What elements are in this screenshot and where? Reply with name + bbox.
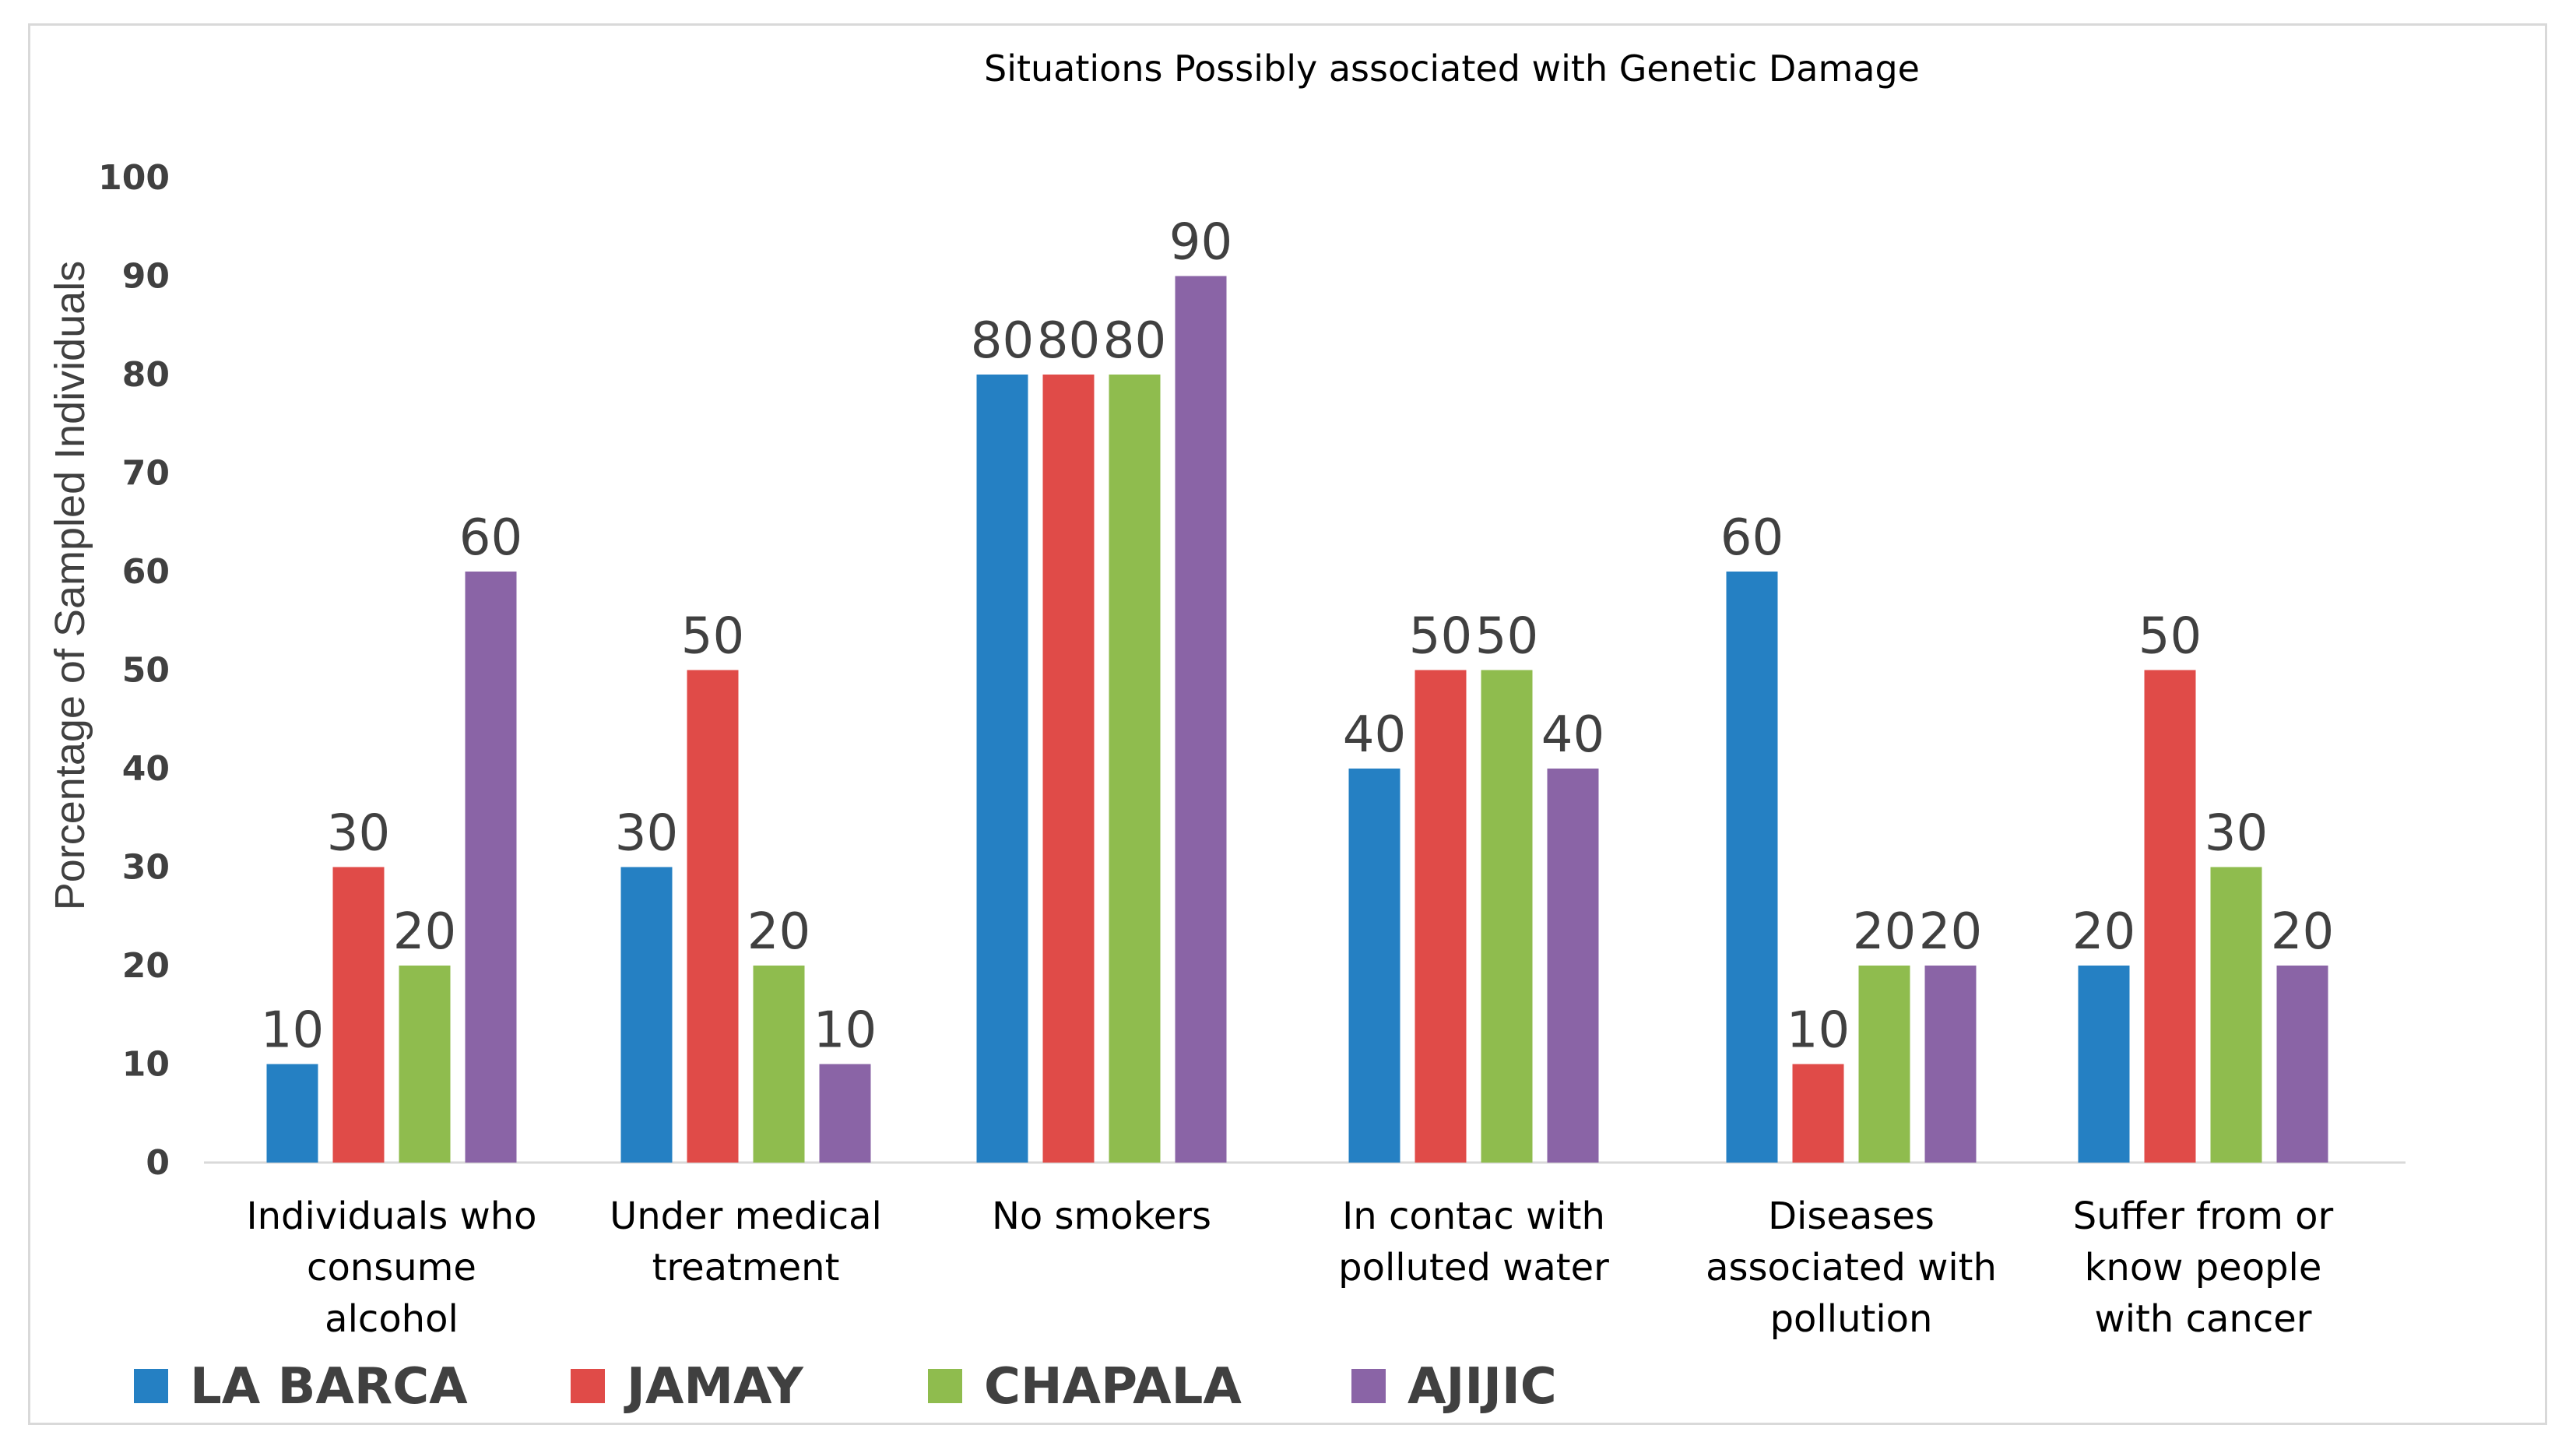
y-tick-label: 0 — [146, 1143, 170, 1183]
bar-ajijic — [1547, 769, 1599, 1163]
x-tick-label: alcohol — [325, 1297, 459, 1341]
bar-chapala — [1481, 670, 1533, 1163]
bar-chapala — [2210, 867, 2262, 1163]
data-label: 10 — [1787, 1002, 1850, 1060]
bar-ajijic — [819, 1064, 871, 1163]
y-tick-label: 40 — [122, 749, 170, 789]
y-tick-label: 20 — [122, 946, 170, 986]
legend: LA BARCA JAMAY CHAPALA AJIJIC — [134, 1358, 1557, 1416]
x-tick-label: pollution — [1770, 1297, 1933, 1341]
x-tick-label: with cancer — [2095, 1297, 2312, 1341]
y-tick-label: 10 — [122, 1045, 170, 1085]
legend-label: AJIJIC — [1407, 1358, 1557, 1416]
x-axis-ticks: Individuals who consume alcohol Under medic… — [246, 1194, 2333, 1341]
y-axis-label: Porcentage of Sampled Individuals — [47, 261, 93, 911]
x-tick-label: polluted water — [1338, 1246, 1609, 1289]
x-tick-label: In contac with — [1342, 1194, 1605, 1238]
data-label: 30 — [327, 805, 390, 863]
bars — [266, 276, 2328, 1163]
bar-la-barca — [976, 375, 1028, 1163]
data-label: 90 — [1169, 214, 1232, 272]
bar-ajijic — [465, 572, 517, 1163]
data-label: 80 — [1037, 312, 1100, 370]
data-label: 80 — [971, 312, 1034, 370]
data-label: 40 — [1541, 706, 1604, 764]
y-tick-label: 90 — [122, 257, 170, 297]
data-label: 40 — [1343, 706, 1406, 764]
legend-swatch — [134, 1369, 168, 1403]
data-label: 50 — [1409, 608, 1472, 666]
y-tick-label: 50 — [122, 651, 170, 691]
data-label: 20 — [1919, 903, 1982, 961]
y-axis-ticks: 0 10 20 30 40 50 60 70 80 90 100 — [98, 158, 170, 1183]
y-tick-label: 70 — [122, 454, 170, 494]
data-label: 60 — [1720, 509, 1784, 567]
bar-jamay — [687, 670, 739, 1163]
x-tick-label: Suffer from or — [2073, 1194, 2334, 1238]
bar-chapala — [399, 966, 451, 1163]
bar-jamay — [2144, 670, 2196, 1163]
bar-chapala — [1109, 375, 1161, 1163]
x-tick-label: Diseases — [1768, 1194, 1935, 1238]
bar-ajijic — [1924, 966, 1977, 1163]
bar-la-barca — [266, 1064, 318, 1163]
bar-ajijic — [1175, 276, 1227, 1163]
bar-jamay — [1415, 670, 1467, 1163]
chart-title: Situations Possibly associated with Gene… — [984, 47, 1920, 90]
bar-jamay — [332, 867, 385, 1163]
legend-label: JAMAY — [624, 1358, 803, 1416]
bar-la-barca — [620, 867, 673, 1163]
x-tick-label: associated with — [1706, 1246, 1997, 1289]
data-label: 50 — [2138, 608, 2202, 666]
x-tick-label: No smokers — [992, 1194, 1211, 1238]
data-label: 60 — [459, 509, 522, 567]
y-tick-label: 30 — [122, 848, 170, 888]
bar-la-barca — [1348, 769, 1400, 1163]
legend-swatch — [571, 1369, 605, 1403]
data-label: 20 — [393, 903, 456, 961]
bar-chapala — [753, 966, 805, 1163]
y-tick-label: 60 — [122, 552, 170, 592]
bar-la-barca — [1726, 572, 1778, 1163]
bar-la-barca — [2078, 966, 2130, 1163]
bar-chapala — [1858, 966, 1910, 1163]
legend-swatch — [928, 1369, 962, 1403]
x-tick-label: consume — [307, 1246, 476, 1289]
bar-ajijic — [2276, 966, 2328, 1163]
x-tick-label: Under medical — [610, 1194, 882, 1238]
data-label: 20 — [2072, 903, 2135, 961]
data-label: 50 — [681, 608, 744, 666]
data-label: 20 — [1853, 903, 1916, 961]
y-tick-label: 100 — [98, 158, 170, 198]
data-label: 10 — [261, 1002, 324, 1060]
data-label: 50 — [1475, 608, 1538, 666]
chart-frame — [28, 23, 2547, 1425]
x-tick-label: know people — [2085, 1246, 2322, 1289]
legend-label: CHAPALA — [984, 1358, 1242, 1416]
legend-swatch — [1351, 1369, 1386, 1403]
bar-jamay — [1042, 375, 1095, 1163]
x-tick-label: Individuals who — [246, 1194, 536, 1238]
legend-label: LA BARCA — [190, 1358, 468, 1416]
data-label: 30 — [615, 805, 678, 863]
data-label: 20 — [2271, 903, 2334, 961]
y-tick-label: 80 — [122, 355, 170, 395]
x-tick-label: treatment — [652, 1246, 840, 1289]
data-label: 80 — [1103, 312, 1166, 370]
data-label: 10 — [814, 1002, 877, 1060]
data-label: 20 — [747, 903, 810, 961]
data-label: 30 — [2205, 805, 2268, 863]
bar-jamay — [1792, 1064, 1844, 1163]
